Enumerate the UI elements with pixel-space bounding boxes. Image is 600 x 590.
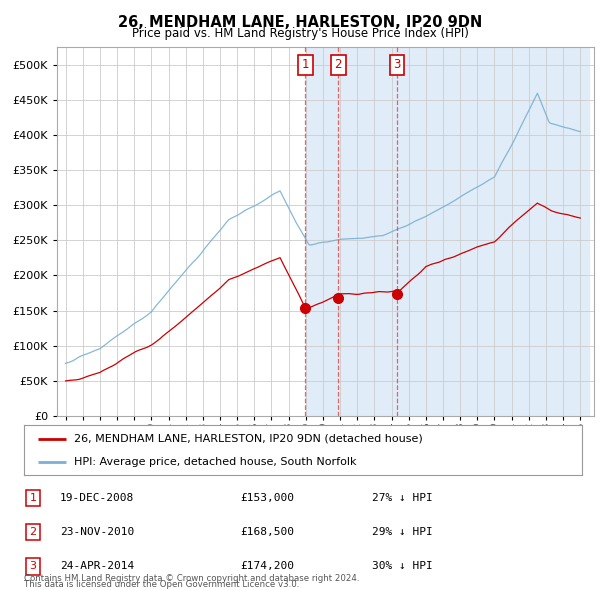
- Text: 2: 2: [335, 58, 342, 71]
- Text: 27% ↓ HPI: 27% ↓ HPI: [372, 493, 433, 503]
- Text: HPI: Average price, detached house, South Norfolk: HPI: Average price, detached house, Sout…: [74, 457, 357, 467]
- Text: 3: 3: [29, 562, 37, 571]
- Text: 26, MENDHAM LANE, HARLESTON, IP20 9DN (detached house): 26, MENDHAM LANE, HARLESTON, IP20 9DN (d…: [74, 434, 423, 444]
- Text: 2: 2: [29, 527, 37, 537]
- Text: Price paid vs. HM Land Registry's House Price Index (HPI): Price paid vs. HM Land Registry's House …: [131, 27, 469, 40]
- Text: 24-APR-2014: 24-APR-2014: [60, 562, 134, 571]
- Text: £168,500: £168,500: [240, 527, 294, 537]
- Text: 23-NOV-2010: 23-NOV-2010: [60, 527, 134, 537]
- Text: 1: 1: [302, 58, 309, 71]
- Text: Contains HM Land Registry data © Crown copyright and database right 2024.: Contains HM Land Registry data © Crown c…: [24, 574, 359, 583]
- Text: 3: 3: [394, 58, 401, 71]
- Text: 29% ↓ HPI: 29% ↓ HPI: [372, 527, 433, 537]
- Text: 26, MENDHAM LANE, HARLESTON, IP20 9DN: 26, MENDHAM LANE, HARLESTON, IP20 9DN: [118, 15, 482, 30]
- Text: £174,200: £174,200: [240, 562, 294, 571]
- Text: £153,000: £153,000: [240, 493, 294, 503]
- Text: 30% ↓ HPI: 30% ↓ HPI: [372, 562, 433, 571]
- Text: 1: 1: [29, 493, 37, 503]
- Text: 19-DEC-2008: 19-DEC-2008: [60, 493, 134, 503]
- Bar: [306, 47, 589, 416]
- Text: This data is licensed under the Open Government Licence v3.0.: This data is licensed under the Open Gov…: [24, 580, 299, 589]
